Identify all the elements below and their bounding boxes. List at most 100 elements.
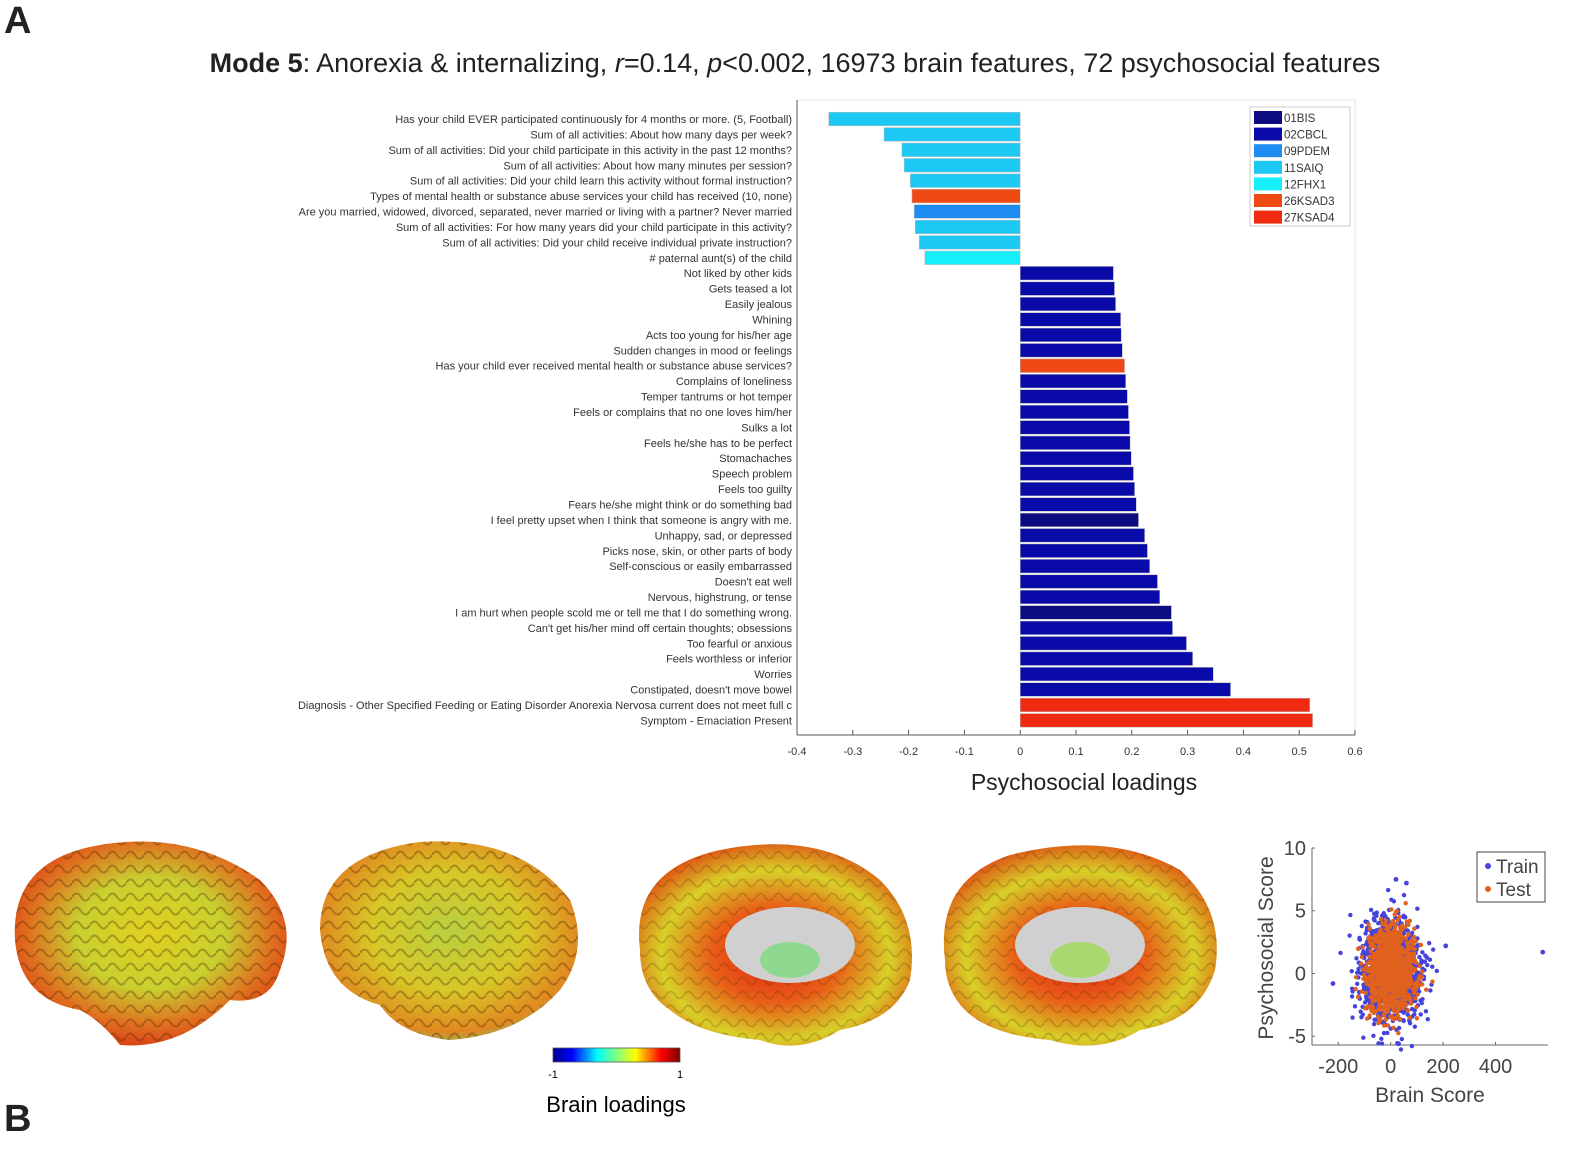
bar [1019, 574, 1158, 589]
legend-swatch [1254, 111, 1282, 124]
point [1381, 931, 1386, 936]
point [1406, 922, 1411, 927]
bar [1019, 358, 1125, 373]
point [1367, 1013, 1372, 1018]
bar [1019, 482, 1135, 497]
point [1393, 948, 1398, 954]
bar [1019, 327, 1122, 342]
bar [1019, 312, 1121, 327]
point [1415, 906, 1420, 911]
legend-marker [1485, 863, 1491, 869]
point [1407, 1015, 1412, 1020]
point [1376, 996, 1382, 1001]
point [1395, 918, 1400, 923]
point [1381, 1030, 1387, 1036]
point [1387, 922, 1393, 928]
brain-surface-maps: -1 1 Brain loadings [14, 841, 1217, 1117]
point [1417, 963, 1422, 969]
point [1417, 974, 1422, 979]
point [1425, 962, 1430, 968]
point [1430, 979, 1435, 984]
bar-label: Not liked by other kids [684, 268, 793, 280]
point [1405, 928, 1410, 933]
point [1392, 970, 1397, 976]
point [1381, 982, 1387, 987]
point [1397, 1016, 1403, 1022]
point [1385, 1030, 1390, 1036]
point [1372, 917, 1377, 923]
point [1400, 956, 1406, 961]
point [1402, 998, 1407, 1003]
point [1414, 1016, 1420, 1021]
point [1413, 986, 1419, 992]
bar-label: Picks nose, skin, or other parts of body [602, 546, 792, 558]
x-tick-label: 0.4 [1236, 746, 1251, 758]
loadings-bar-chart: -0.4 -0.3 -0.2 -0.1 0 0.1 0.2 0.3 0.4 0.5 0.6 Has y… [298, 99, 1363, 795]
bar-label: Feels too guilty [718, 484, 792, 496]
bar-label: # paternal aunt(s) of the child [650, 253, 792, 265]
point [1401, 1018, 1406, 1024]
point [1381, 1023, 1387, 1028]
point [1430, 947, 1436, 952]
bar [1019, 682, 1231, 697]
y-tick-label: 0 [1295, 963, 1306, 985]
x-tick-label: 0.6 [1347, 746, 1362, 758]
point [1373, 986, 1378, 992]
point [1387, 934, 1392, 940]
point [1406, 984, 1411, 990]
bar [910, 173, 1021, 188]
point [1361, 1035, 1366, 1040]
point [1403, 900, 1408, 906]
point [1393, 923, 1398, 928]
point [1374, 913, 1379, 919]
point [1379, 964, 1385, 970]
bar-label: Sum of all activities: For how many year… [396, 222, 792, 234]
point [1357, 936, 1362, 942]
point [1400, 994, 1405, 999]
point [1411, 951, 1417, 956]
point [1368, 980, 1374, 985]
point [1409, 1043, 1415, 1049]
point [1411, 990, 1417, 995]
title-sep: : Anorexia & internalizing, [302, 48, 615, 78]
point [1360, 944, 1365, 950]
colorbar [552, 1047, 681, 1063]
outlier-point [1393, 876, 1399, 882]
point [1362, 1000, 1368, 1005]
point [1355, 981, 1360, 987]
point [1378, 968, 1384, 974]
legend-label: 12FHX1 [1284, 179, 1326, 191]
bar [918, 235, 1021, 250]
point [1400, 948, 1405, 954]
point [1359, 923, 1365, 929]
point [1387, 982, 1392, 987]
point [1400, 966, 1405, 972]
point [1423, 1009, 1429, 1014]
bar [1019, 620, 1173, 635]
legend-swatch [1254, 194, 1282, 207]
point [1389, 907, 1394, 912]
point [1390, 988, 1395, 993]
point [1379, 1036, 1384, 1042]
bar [1019, 420, 1130, 435]
point [1384, 978, 1389, 983]
bar [1019, 667, 1214, 682]
point [1376, 948, 1382, 953]
bar-label: Are you married, widowed, divorced, sepa… [299, 207, 792, 219]
point [1383, 988, 1388, 994]
point [1398, 976, 1403, 982]
point [1369, 988, 1374, 994]
point [1434, 968, 1440, 974]
point [1385, 949, 1390, 954]
bar-label: Doesn't eat well [715, 577, 792, 589]
point [1418, 1012, 1423, 1017]
point [1371, 965, 1376, 971]
bar [911, 189, 1021, 204]
point [1359, 954, 1365, 960]
bar-label: Has your child EVER participated continu… [395, 114, 792, 126]
bar [924, 250, 1021, 265]
point [1371, 970, 1376, 976]
x-tick-label: -0.2 [899, 746, 918, 758]
panel-label-b: B [4, 1098, 32, 1140]
point [1407, 946, 1412, 951]
